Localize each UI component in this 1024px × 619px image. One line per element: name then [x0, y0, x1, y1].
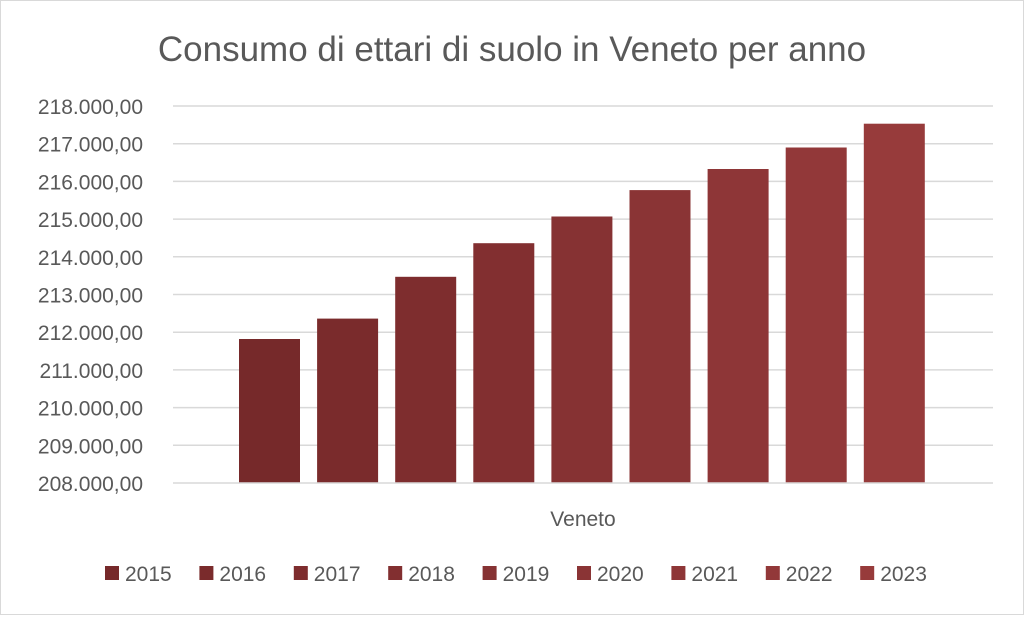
legend-label-2020: 2020	[597, 563, 644, 586]
legend-label-2023: 2023	[880, 563, 927, 586]
y-tick-label: 215.000,00	[38, 209, 143, 232]
legend-swatch-2019	[482, 566, 497, 580]
y-tick-label: 212.000,00	[38, 322, 143, 345]
legend-label-2016: 2016	[219, 563, 266, 586]
y-tick-label: 218.000,00	[38, 96, 143, 119]
legend-label-2018: 2018	[408, 563, 455, 586]
legend-swatch-2020	[577, 566, 591, 580]
bar-2020	[629, 190, 691, 483]
bars	[239, 123, 925, 483]
y-tick-label: 208.000,00	[38, 473, 143, 496]
bar-2018	[473, 243, 535, 483]
legend-label-2021: 2021	[691, 563, 738, 586]
y-tick-label: 211.000,00	[39, 360, 143, 383]
legend-label-2015: 2015	[125, 563, 172, 586]
legend-swatch-2022	[765, 566, 780, 580]
legend-label-2017: 2017	[314, 563, 361, 586]
y-tick-label: 209.000,00	[38, 435, 143, 458]
bar-2023	[863, 123, 925, 483]
legend-label-2019: 2019	[503, 563, 550, 586]
legend-swatch-2015	[105, 566, 119, 580]
legend-swatch-2018	[388, 566, 403, 580]
y-tick-label: 213.000,00	[38, 285, 143, 308]
legend-label-2022: 2022	[786, 563, 833, 586]
bar-2016	[317, 318, 379, 483]
chart-title: Consumo di ettari di suolo in Veneto per…	[158, 30, 866, 69]
y-tick-label: 217.000,00	[38, 134, 143, 157]
y-tick-label: 214.000,00	[38, 247, 143, 270]
y-axis-tick-labels: 208.000,00 209.000,00 210.000,00 211.000,00…	[38, 96, 143, 496]
y-tick-label: 216.000,00	[38, 171, 143, 194]
bar-2021	[707, 169, 769, 483]
legend-swatch-2021	[671, 566, 686, 580]
bar-2017	[395, 276, 457, 483]
legend-swatch-2016	[199, 566, 214, 580]
x-axis-category-label: Veneto	[550, 508, 615, 531]
bar-2022	[785, 147, 847, 483]
y-tick-label: 210.000,00	[38, 398, 143, 421]
legend-swatch-2017	[293, 566, 308, 580]
bar-2019	[551, 216, 613, 483]
bar-2015	[239, 339, 300, 483]
legend-swatch-2023	[860, 566, 875, 580]
legend: 2015 2016 2017 2018 2019 2020 2021 2022 2023	[105, 563, 927, 586]
